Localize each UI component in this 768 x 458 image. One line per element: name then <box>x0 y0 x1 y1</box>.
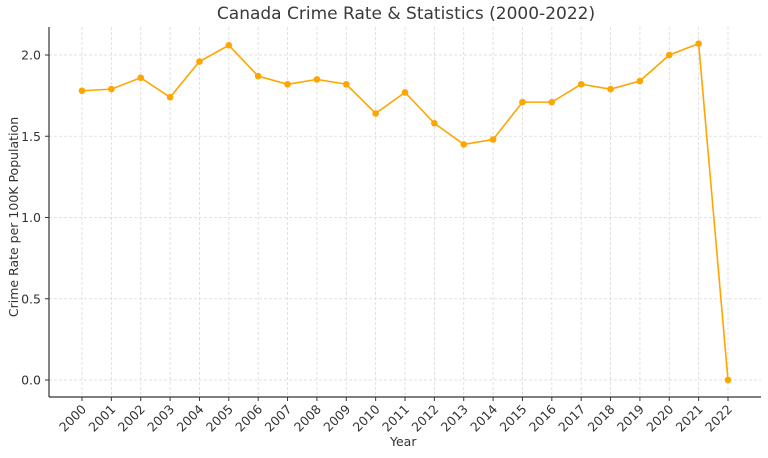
x-tick-label: 2020 <box>643 401 676 434</box>
data-point <box>137 74 145 82</box>
x-tick-label: 2000 <box>56 401 89 434</box>
data-point <box>108 85 115 93</box>
y-tick-label: 0.5 <box>21 291 41 306</box>
data-point <box>254 72 262 80</box>
data-point <box>284 80 291 88</box>
x-tick-label: 2013 <box>438 402 471 435</box>
data-point <box>519 98 526 106</box>
x-tick-label: 2011 <box>379 402 412 435</box>
data-point <box>196 58 203 65</box>
x-tick-label: 2004 <box>173 401 206 434</box>
x-tick-label: 2010 <box>350 401 383 434</box>
x-tick-label: 2002 <box>115 402 148 435</box>
data-point <box>372 110 379 117</box>
x-tick-label: 2008 <box>291 401 324 434</box>
x-tick-label: 2019 <box>614 401 647 434</box>
data-point <box>577 80 585 88</box>
x-tick-label: 2005 <box>203 402 236 435</box>
data-point <box>607 85 614 93</box>
data-point <box>342 80 350 88</box>
x-tick-label: 2015 <box>496 402 529 435</box>
chart-title: Canada Crime Rate & Statistics (2000-202… <box>216 4 596 24</box>
data-point <box>166 93 174 101</box>
x-tick-label: 2021 <box>673 402 706 435</box>
x-axis-label: Year <box>390 434 417 449</box>
x-tick-label: 2007 <box>262 402 295 435</box>
data-point <box>431 119 438 127</box>
x-tick-label: 2001 <box>85 402 118 435</box>
x-tick-label: 2014 <box>467 401 500 434</box>
y-tick-label: 1.5 <box>21 129 41 144</box>
data-point <box>665 51 673 59</box>
data-point <box>489 136 497 143</box>
data-point <box>724 376 732 384</box>
grid <box>49 27 761 397</box>
data-point <box>313 76 321 83</box>
data-point <box>460 141 468 148</box>
data-point <box>548 98 556 106</box>
data-point <box>78 87 86 95</box>
y-tick-label: 0.0 <box>21 373 41 388</box>
y-tick-label: 2.0 <box>21 48 41 63</box>
data-point <box>695 40 702 47</box>
x-tick-label: 2018 <box>585 401 618 434</box>
x-tick-label: 2012 <box>408 402 441 435</box>
x-tick-label: 2022 <box>702 402 735 435</box>
x-tick-label: 2017 <box>555 402 588 435</box>
y-tick-label: 1.0 <box>21 210 41 225</box>
x-tick-label: 2009 <box>320 401 353 434</box>
data-point <box>636 77 644 85</box>
data-point <box>401 89 409 96</box>
data-point <box>225 41 233 49</box>
x-tick-label: 2003 <box>144 402 177 435</box>
x-tick-label: 2016 <box>526 401 559 434</box>
x-tick-label: 2006 <box>232 401 265 434</box>
